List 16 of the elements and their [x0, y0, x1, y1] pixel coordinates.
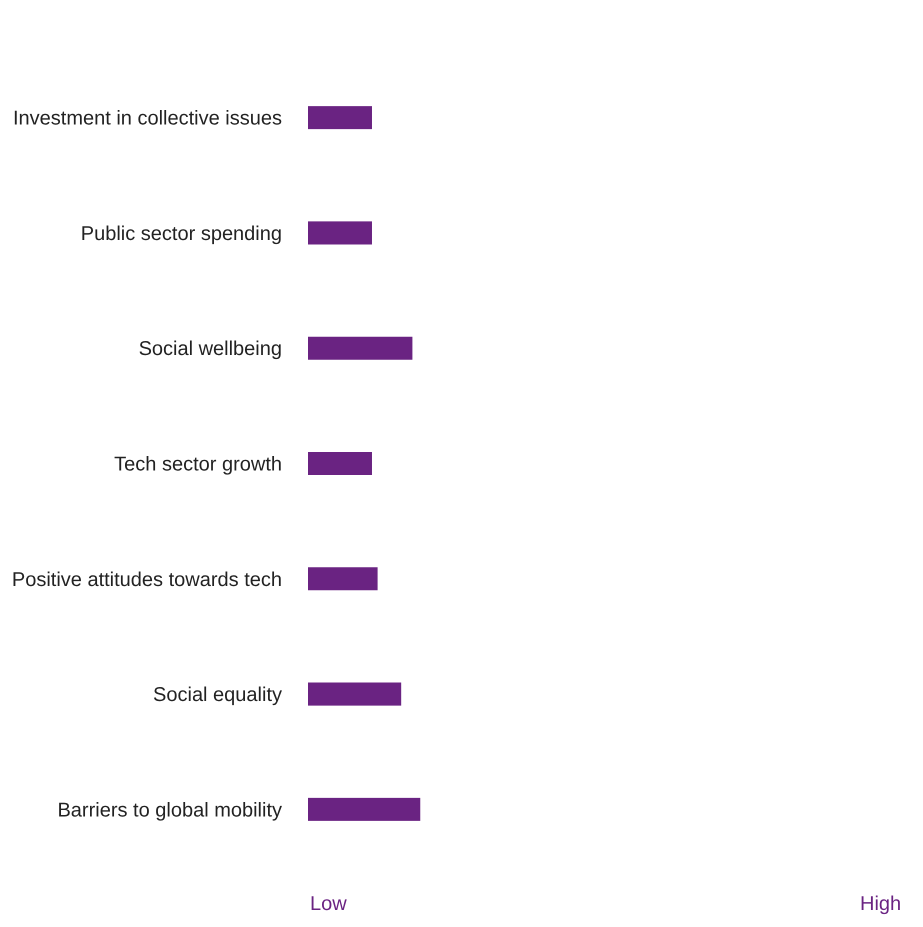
y-tick-label: Positive attitudes towards tech [12, 568, 282, 591]
y-tick-label: Social equality [153, 684, 282, 706]
y-tick-label: Investment in collective issues [12, 108, 282, 130]
bar [308, 567, 378, 590]
text: Low [310, 893, 348, 915]
bar [308, 682, 402, 706]
bar [308, 221, 372, 244]
y-tick-label: Tech sector growth [114, 454, 282, 476]
y-tick-label: Public sector spending [80, 222, 282, 245]
y-tick-label: Barriers to global mobility [57, 799, 282, 822]
text: High [860, 893, 902, 915]
bar [308, 798, 420, 821]
y-tick-label: Social wellbeing [138, 338, 282, 360]
bar [308, 106, 372, 130]
bar [308, 336, 412, 360]
bar [308, 452, 372, 476]
